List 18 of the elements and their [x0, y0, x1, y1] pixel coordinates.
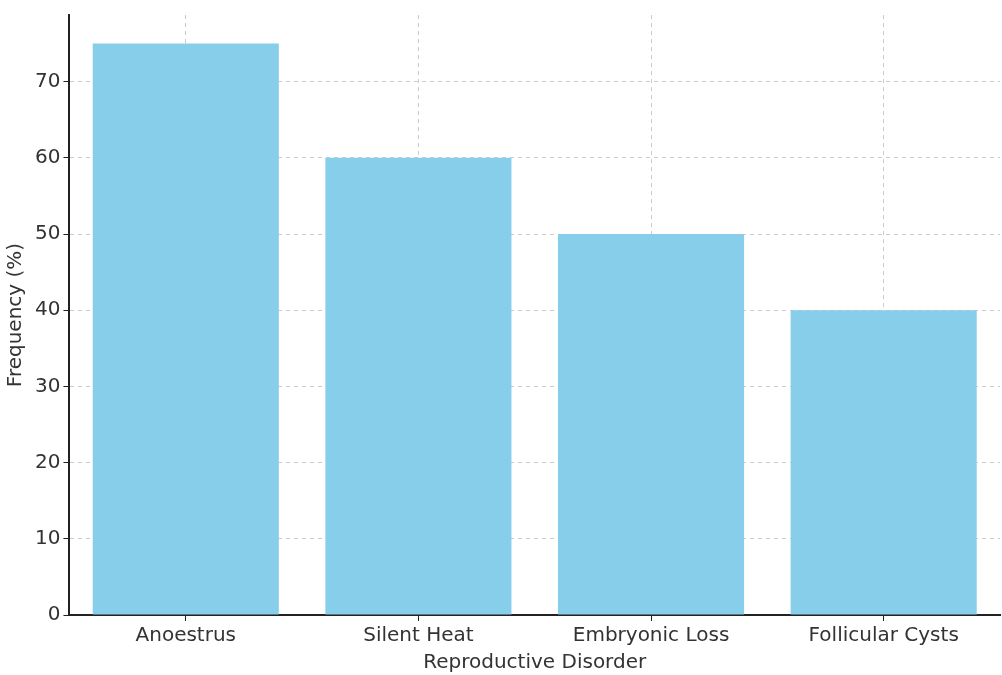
y-tick-label: 20 — [35, 448, 61, 473]
x-tick-label: Follicular Cysts — [808, 622, 959, 647]
bar — [557, 234, 745, 615]
y-tick-label: 50 — [35, 220, 61, 245]
bar — [92, 43, 279, 615]
y-tick-label: 40 — [35, 296, 61, 321]
y-axis-title: Frequency (%) — [2, 242, 27, 388]
x-axis-title: Reproductive Disorder — [423, 649, 647, 674]
x-tick-label: Anoestrus — [135, 622, 237, 647]
bar — [325, 157, 512, 615]
x-tick-label: Embryonic Loss — [572, 622, 730, 647]
y-tick-label: 10 — [35, 525, 61, 550]
y-tick-label: 60 — [35, 144, 61, 169]
bar — [790, 310, 977, 615]
y-tick-label: 0 — [47, 601, 61, 626]
y-tick-label: 70 — [35, 67, 61, 92]
y-tick-label: 30 — [35, 372, 61, 397]
x-tick-label: Silent Heat — [363, 622, 474, 647]
